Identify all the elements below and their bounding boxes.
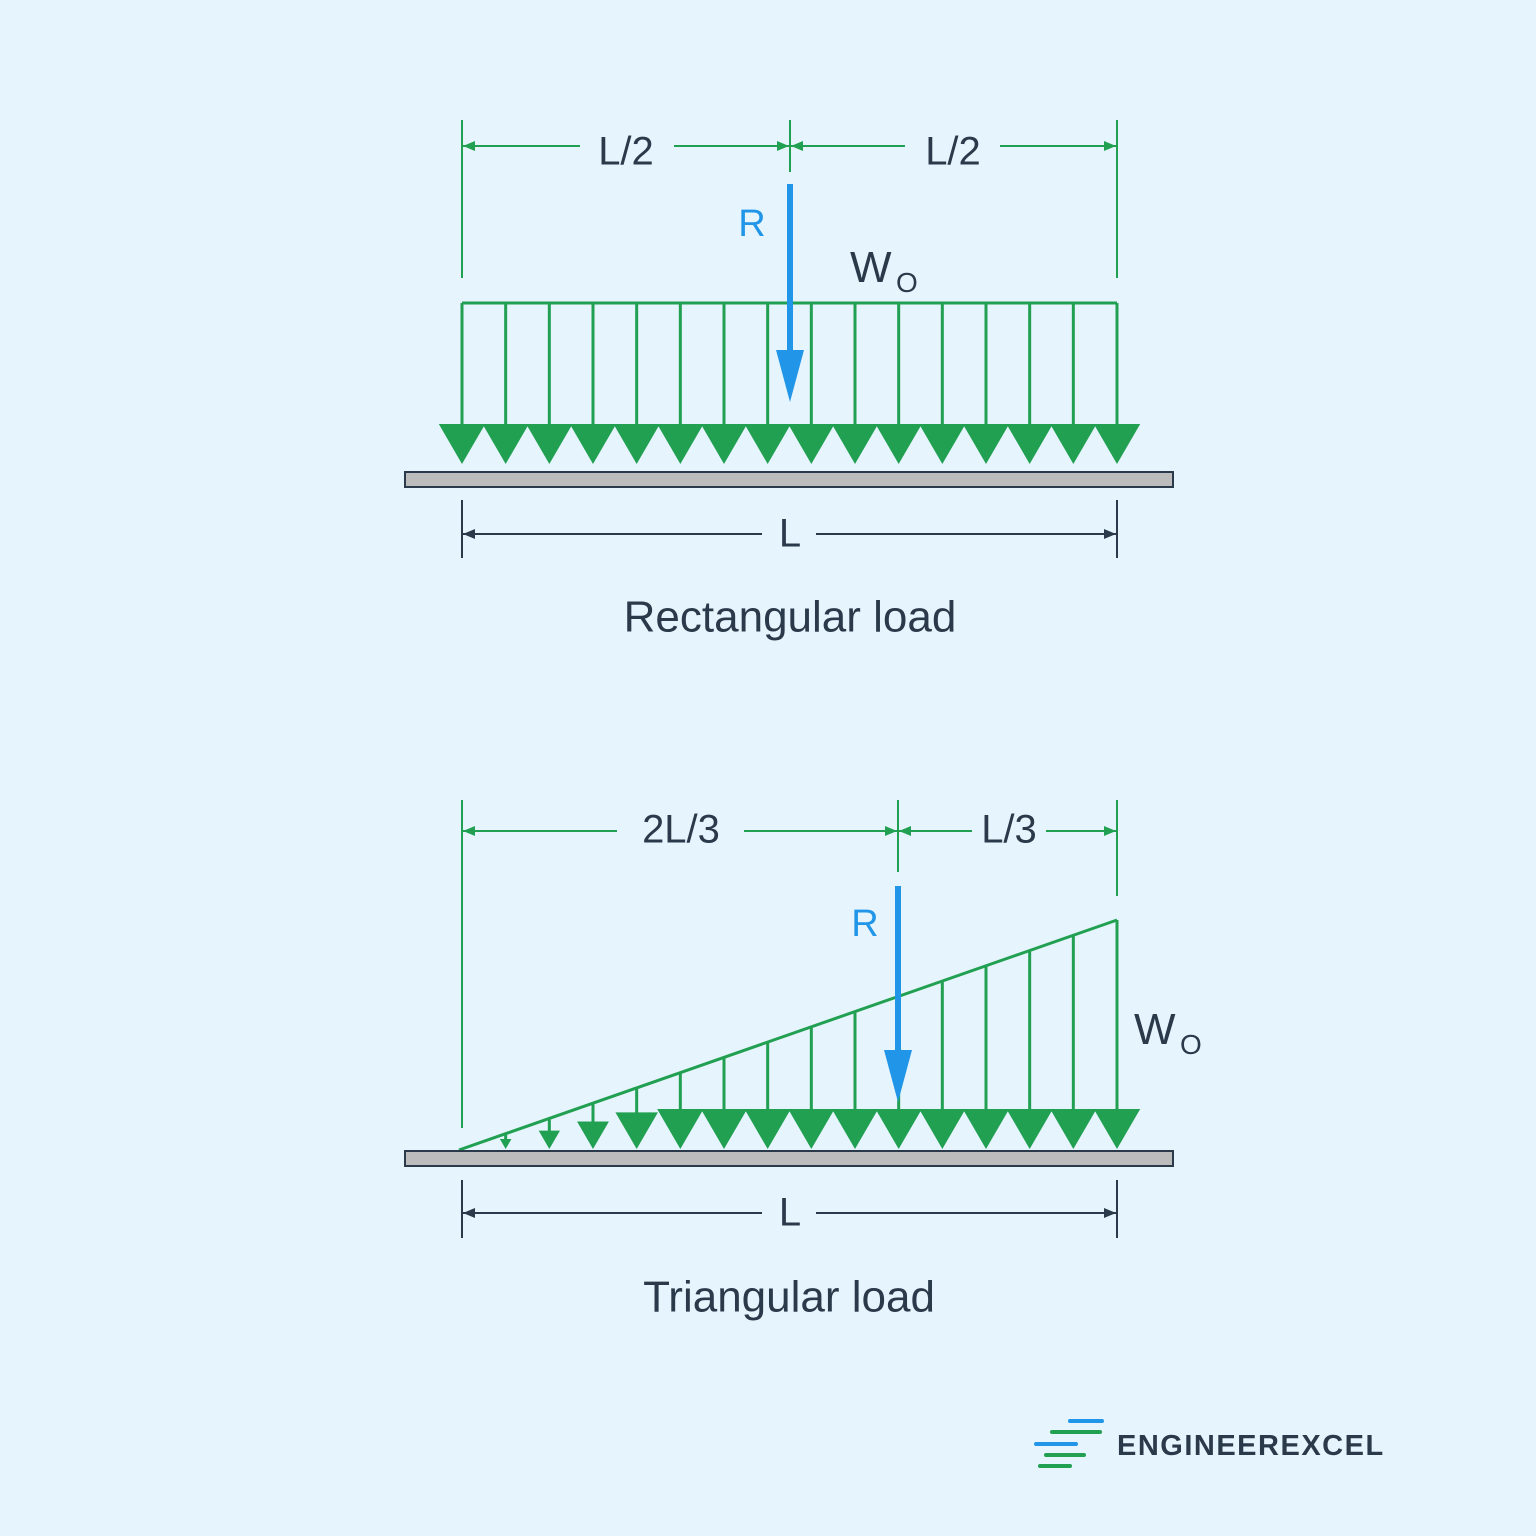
rect-dim-right-label: L/2 bbox=[925, 130, 981, 174]
tri-resultant-arrow bbox=[884, 886, 912, 1102]
tri-load-arrow bbox=[577, 1103, 609, 1149]
rect-load-arrow bbox=[744, 303, 791, 464]
tri-load-arrow bbox=[962, 965, 1010, 1149]
rect-load-arrow bbox=[1093, 303, 1141, 464]
speed-lines-icon bbox=[1034, 1419, 1104, 1468]
rect-load-arrow bbox=[1006, 303, 1053, 464]
rect-load-subscript: O bbox=[896, 267, 918, 298]
tri-load-arrow bbox=[615, 1087, 658, 1149]
tri-span-dimension bbox=[461, 1180, 1118, 1238]
rect-span-label: L bbox=[779, 512, 801, 556]
rect-load-arrow bbox=[482, 303, 529, 464]
tri-load-subscript: O bbox=[1180, 1029, 1202, 1060]
tri-load-arrow bbox=[1050, 935, 1097, 1149]
tri-load-arrow bbox=[499, 1133, 512, 1149]
tri-top-dimension bbox=[461, 800, 1118, 1128]
tri-resultant-label: R bbox=[851, 903, 878, 945]
rect-load-arrows bbox=[438, 303, 1141, 464]
rect-load-arrow bbox=[613, 303, 660, 464]
rect-load-arrow bbox=[657, 303, 704, 464]
rect-caption: Rectangular load bbox=[624, 593, 957, 642]
tri-span-label: L bbox=[779, 1191, 801, 1235]
triangular-load-diagram: 2L/3 L/3 R W O L Triangular load bbox=[404, 800, 1202, 1322]
tri-caption: Triangular load bbox=[643, 1273, 935, 1322]
rect-top-dimension bbox=[461, 120, 1118, 278]
rect-resultant-label: R bbox=[738, 203, 765, 245]
rect-load-label: W bbox=[850, 243, 892, 292]
rect-load-arrow bbox=[526, 303, 573, 464]
tri-dim-right-label: L/3 bbox=[981, 808, 1037, 852]
tri-load-arrow bbox=[538, 1118, 560, 1149]
rect-span-dimension bbox=[461, 500, 1118, 558]
tri-load-arrow bbox=[657, 1072, 704, 1149]
tri-load-arrow bbox=[831, 1011, 879, 1149]
engineerexcel-logo: ENGINEEREXCEL bbox=[1034, 1419, 1385, 1468]
rect-beam bbox=[404, 471, 1174, 488]
rect-load-arrow bbox=[569, 303, 617, 464]
rect-load-arrow bbox=[438, 303, 486, 464]
rect-load-arrow bbox=[919, 303, 966, 464]
tri-load-label: W bbox=[1134, 1005, 1176, 1054]
rect-resultant-arrow bbox=[776, 184, 804, 402]
tri-beam bbox=[404, 1150, 1174, 1167]
tri-load-arrow bbox=[1006, 950, 1053, 1149]
rect-dim-left-label: L/2 bbox=[598, 130, 654, 174]
tri-dim-left-label: 2L/3 bbox=[642, 808, 720, 852]
rect-load-arrow bbox=[962, 303, 1010, 464]
logo-text: ENGINEEREXCEL bbox=[1117, 1430, 1385, 1462]
rectangular-load-diagram: L/2 L/2 R W O L Rectangular load bbox=[404, 120, 1174, 642]
rect-load-arrow bbox=[788, 303, 835, 464]
tri-load-arrows bbox=[499, 920, 1141, 1149]
rect-load-arrow bbox=[831, 303, 879, 464]
tri-load-arrow bbox=[744, 1042, 791, 1149]
tri-load-arrow bbox=[788, 1026, 835, 1149]
rect-load-arrow bbox=[700, 303, 748, 464]
tri-load-arrow bbox=[700, 1057, 748, 1149]
tri-load-arrow bbox=[919, 981, 966, 1149]
tri-load-hypotenuse bbox=[458, 918, 1118, 1152]
rect-load-arrow bbox=[875, 303, 922, 464]
tri-load-arrow bbox=[1093, 920, 1141, 1149]
rect-load-arrow bbox=[1050, 303, 1097, 464]
